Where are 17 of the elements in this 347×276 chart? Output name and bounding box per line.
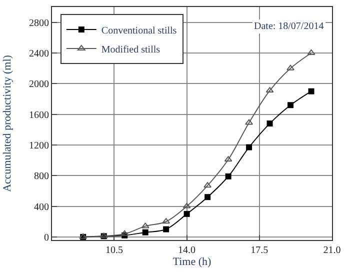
x-tick-label: 17.5 [250, 245, 268, 256]
y-tick-label: 1600 [29, 110, 49, 121]
annotation: Date: 18/07/2014 [254, 21, 324, 32]
y-tick-label: 2000 [29, 79, 49, 90]
legend-label: Modified stills [101, 44, 160, 56]
x-tick-label: 14.0 [178, 245, 196, 256]
x-tick-label: 10.5 [105, 245, 123, 256]
x-axis-title: Time (h) [172, 256, 212, 268]
y-tick-label: 0 [44, 232, 49, 244]
legend-label: Conventional stills [101, 25, 177, 36]
y-tick-label: 2400 [29, 48, 49, 60]
y-tick-label: 400 [34, 202, 49, 213]
y-axis-title: Accumulated productivity (ml) [2, 54, 14, 192]
y-tick-label: 800 [34, 171, 49, 182]
y-tick-label: 1200 [29, 140, 49, 152]
y-tick-label: 2800 [29, 18, 49, 29]
x-tick-label: 21.0 [323, 245, 341, 256]
